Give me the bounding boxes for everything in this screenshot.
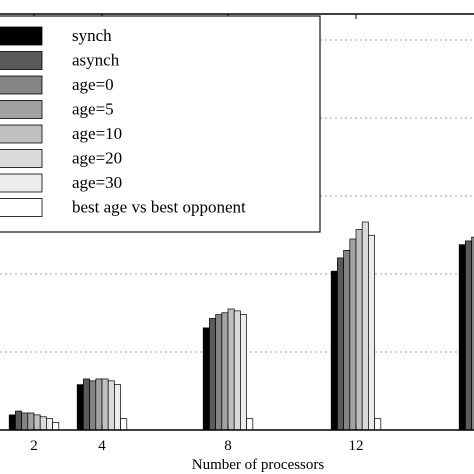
bar xyxy=(221,312,229,431)
bar xyxy=(76,384,84,431)
bar xyxy=(233,310,241,431)
bar-group xyxy=(8,221,474,431)
bar xyxy=(361,221,369,431)
bar xyxy=(33,414,41,431)
legend-swatch xyxy=(0,100,43,119)
bar xyxy=(458,244,466,431)
legend: synch asynch age=0 age=5 age=10 age=20 age=30 b… xyxy=(0,15,321,233)
bar xyxy=(27,412,35,431)
bar xyxy=(114,384,121,431)
legend-label: age=5 xyxy=(72,100,114,119)
legend-label: age=10 xyxy=(72,124,122,143)
legend-swatch xyxy=(0,124,43,144)
legend-label: asynch xyxy=(72,51,120,70)
x-axis-label: Number of processors xyxy=(192,457,325,473)
bar xyxy=(46,418,53,431)
x-tick-labels: 2481216 xyxy=(30,438,364,454)
bar xyxy=(21,412,29,431)
bar xyxy=(355,229,363,431)
bar xyxy=(15,410,22,431)
bar xyxy=(95,378,103,431)
legend-swatch xyxy=(0,51,43,70)
legend-label: best age vs best opponent xyxy=(72,198,246,217)
bar xyxy=(227,308,235,431)
bar xyxy=(215,314,223,431)
legend-label: age=30 xyxy=(72,173,122,192)
x-tick-label: 8 xyxy=(224,438,232,454)
x-tick-label: 2 xyxy=(30,438,38,454)
legend-swatch xyxy=(0,26,43,46)
bar xyxy=(8,414,16,431)
bar xyxy=(343,250,351,431)
bar xyxy=(465,240,472,431)
bar xyxy=(374,418,382,431)
bar xyxy=(52,422,60,431)
bar xyxy=(330,270,338,431)
legend-box xyxy=(0,15,321,233)
bar xyxy=(39,416,47,431)
x-tick-label: 12 xyxy=(349,438,364,454)
legend-swatch xyxy=(0,75,43,95)
legend-label: synch xyxy=(72,26,112,45)
legend-label: age=0 xyxy=(72,75,114,94)
bar xyxy=(107,380,115,431)
legend-label: age=20 xyxy=(72,149,122,168)
bar xyxy=(246,418,254,431)
bar xyxy=(101,378,109,431)
bar xyxy=(368,234,375,431)
grid-lines xyxy=(0,39,474,353)
x-tick-label: 4 xyxy=(98,438,106,454)
bar xyxy=(89,380,97,431)
legend-swatch xyxy=(0,198,43,217)
bar xyxy=(120,418,128,431)
bar xyxy=(83,378,90,431)
legend-swatch xyxy=(0,149,43,168)
bar xyxy=(349,238,357,431)
bar xyxy=(337,257,344,431)
bar xyxy=(240,314,247,431)
bar xyxy=(209,318,216,431)
bar xyxy=(202,327,210,431)
bar xyxy=(471,236,474,431)
legend-swatch xyxy=(0,173,43,193)
